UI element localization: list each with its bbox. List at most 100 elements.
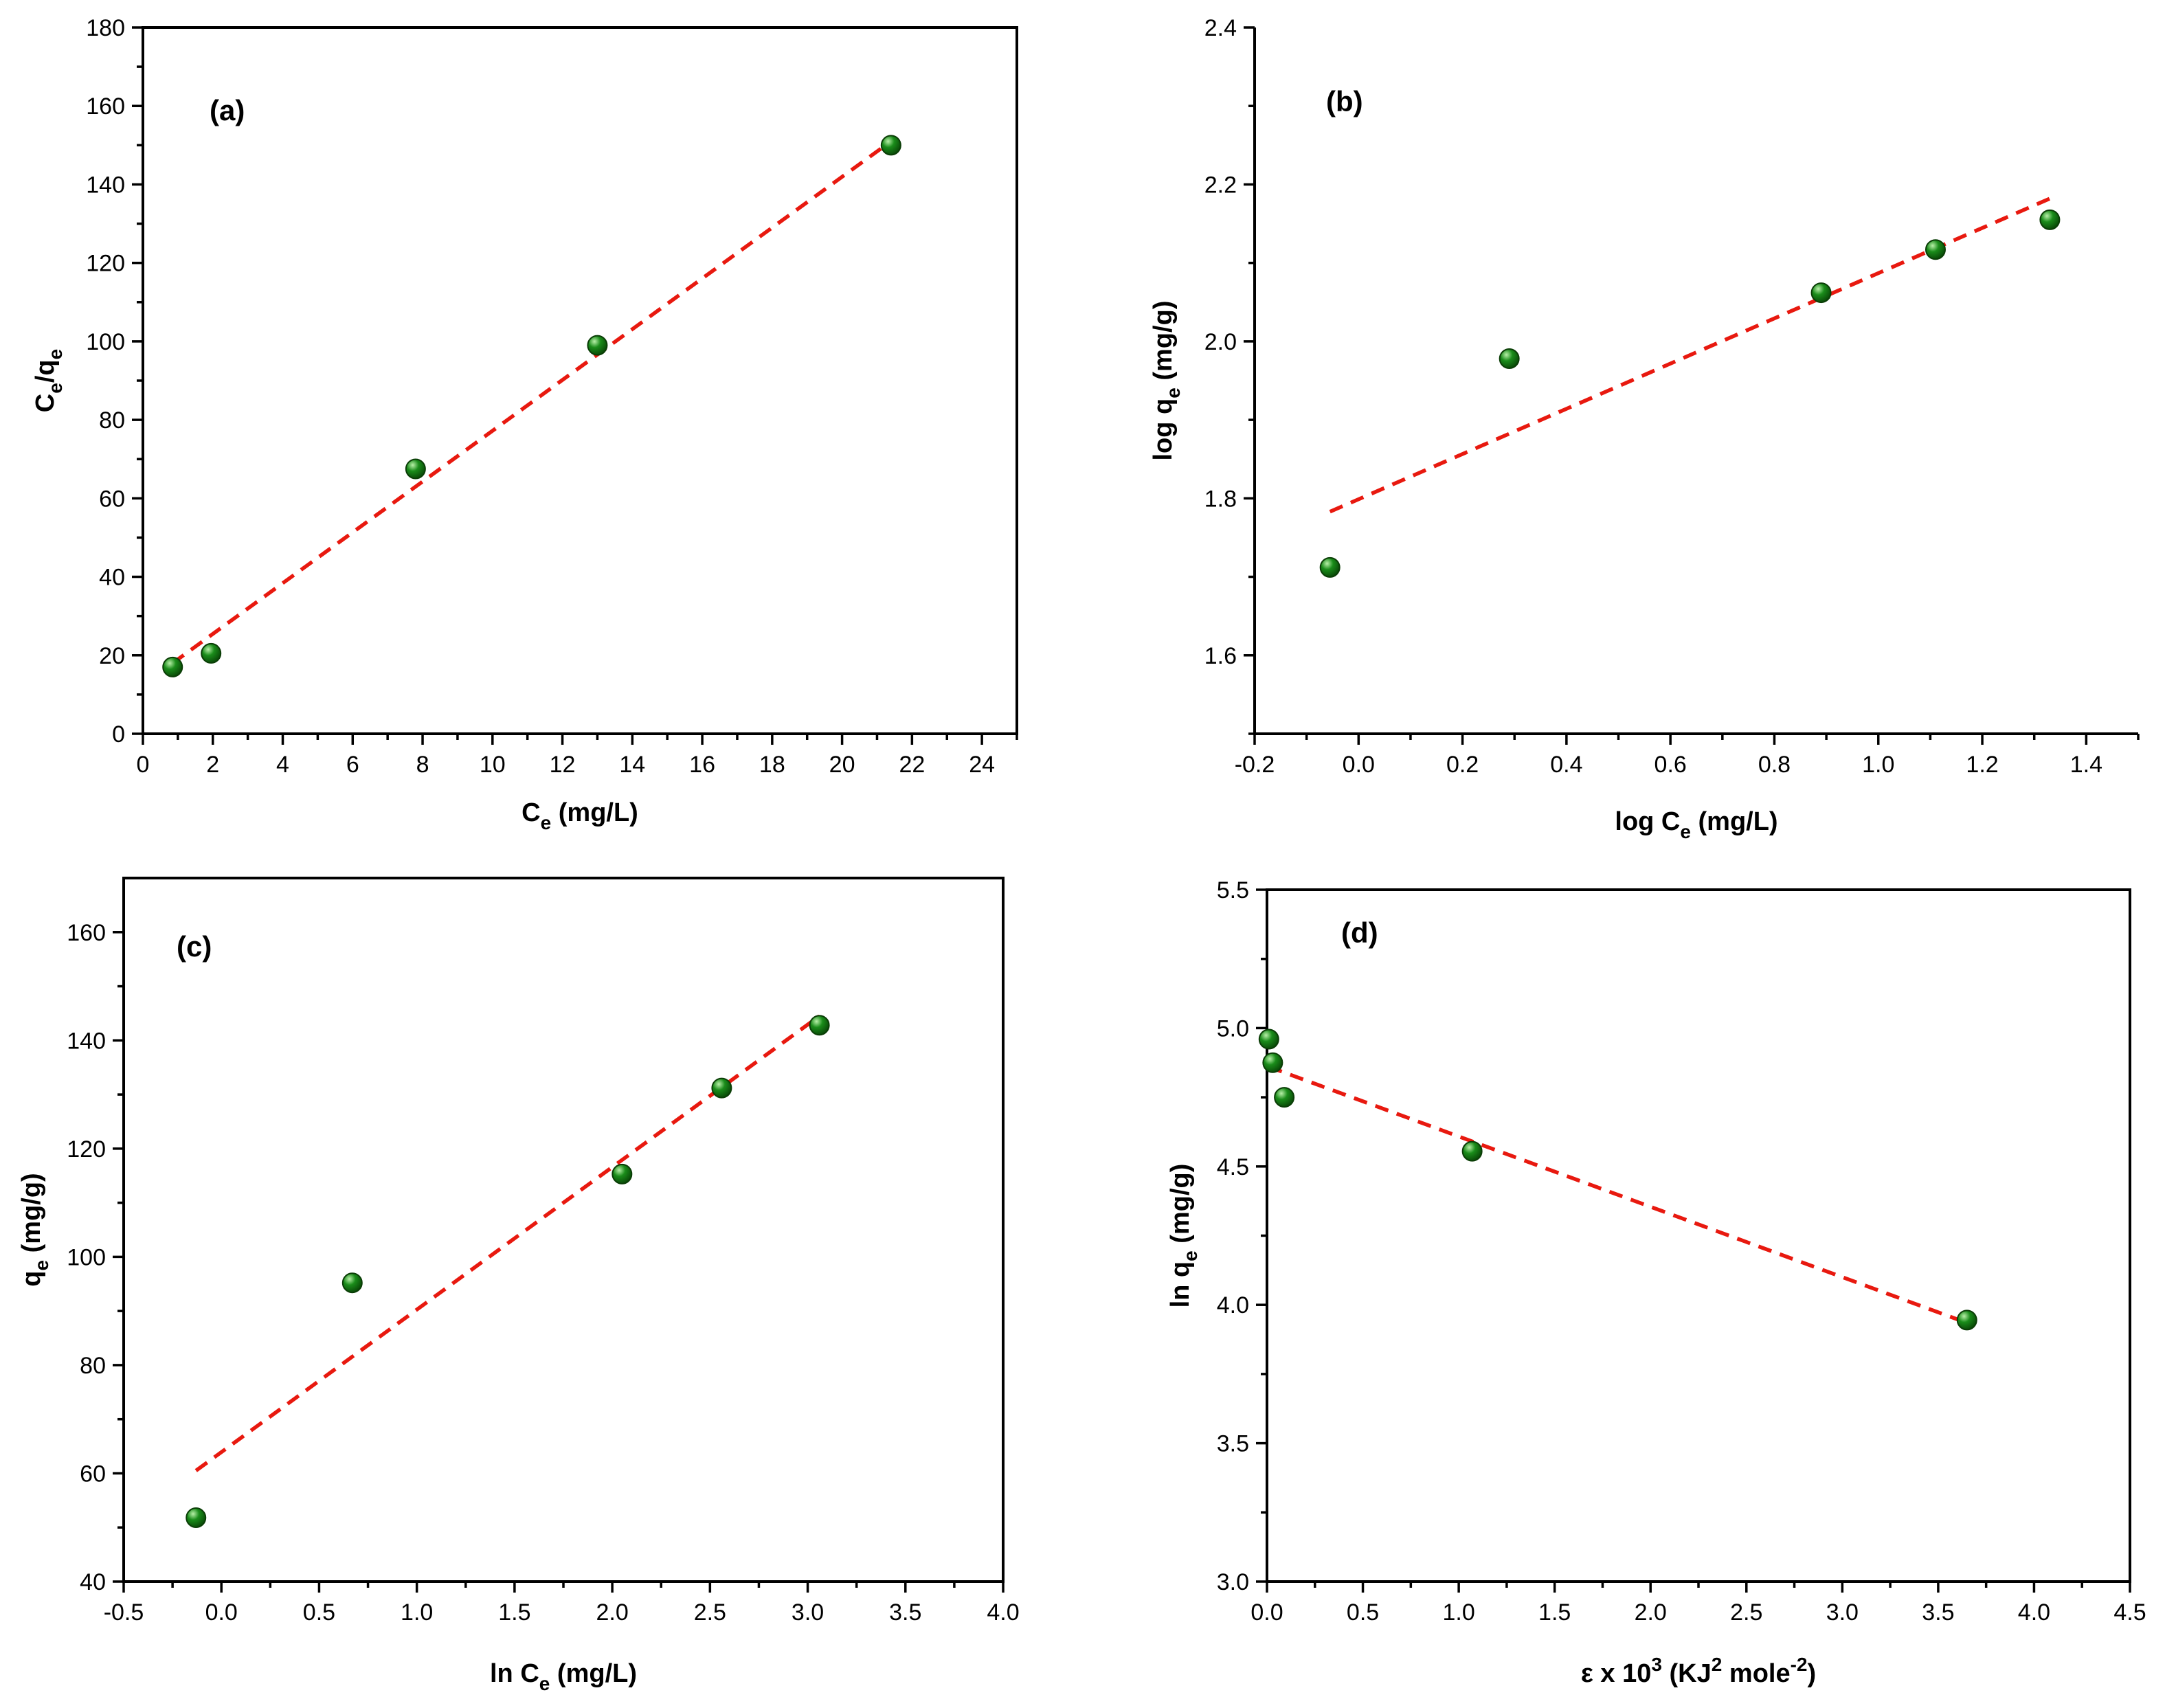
panel-d-xtick-label-0: 0.0 xyxy=(1250,1599,1283,1626)
panel-a-ytick-label-9: 180 xyxy=(86,15,125,41)
panel-c-xtick-label-4: 1.5 xyxy=(498,1599,530,1626)
panel-a-xtick-label-7: 14 xyxy=(619,752,645,778)
panel-d-xtick-label-6: 3.0 xyxy=(1826,1599,1859,1626)
panel-c-xtick-label-1: 0.0 xyxy=(205,1599,238,1626)
panel-a-xtick-label-5: 10 xyxy=(480,752,506,778)
panel-d-point-0 xyxy=(1258,1029,1279,1050)
panel-b-ylabel: log qe (mg/g) xyxy=(1149,301,1184,461)
panel-b-point-2 xyxy=(1810,282,1832,304)
panel-d-point-4 xyxy=(1956,1310,1977,1331)
panel-a-frame xyxy=(142,26,1018,735)
panel-c-ytick-label-1: 60 xyxy=(80,1461,106,1487)
panel-a-xtick-label-11: 22 xyxy=(899,752,925,778)
panel-c-ytick-labels: 40 60 80 100 120 140 160 xyxy=(67,920,106,1595)
panel-b-ytick-label-1: 1.8 xyxy=(1204,486,1237,512)
panel-a-ytick-label-3: 60 xyxy=(99,486,125,512)
panel-c-frame xyxy=(122,877,1005,1583)
panel-b-ytick-label-3: 2.2 xyxy=(1204,172,1237,198)
panel-d-ytick-label-2: 4.0 xyxy=(1217,1292,1249,1318)
panel-d-ytick-label-1: 3.5 xyxy=(1217,1431,1249,1457)
panel-d-label: (d) xyxy=(1341,917,1378,949)
panel-b-xtick-label-2: 0.2 xyxy=(1446,752,1479,778)
panel-b-point-1 xyxy=(1499,348,1520,370)
panel-d-xtick-label-4: 2.0 xyxy=(1635,1599,1667,1626)
panel-c-ytick-label-4: 120 xyxy=(67,1136,106,1162)
panel-a-xlabel: Ce (mg/L) xyxy=(521,798,638,833)
panel-d-xtick-label-9: 4.5 xyxy=(2113,1599,2146,1626)
panel-a-xtick-label-4: 8 xyxy=(416,752,429,778)
panel-d-xlabel: ε x 103 (KJ2 mole-2) xyxy=(1581,1654,1816,1688)
panel-d-xtick-labels: 0.0 0.5 1.0 1.5 2.0 2.5 3.0 3.5 4.0 4.5 xyxy=(1250,1599,2146,1626)
panel-b-point-3 xyxy=(1925,239,1946,260)
panel-d-point-2 xyxy=(1274,1087,1295,1108)
panel-c-ytick-label-2: 80 xyxy=(80,1353,106,1379)
panel-c-ticks xyxy=(113,931,1005,1593)
panel-c-xtick-label-5: 2.0 xyxy=(596,1599,628,1626)
panel-a-xtick-label-12: 24 xyxy=(969,752,995,778)
panel-a-ytick-label-4: 80 xyxy=(99,407,125,434)
panel-c-xtick-label-6: 2.5 xyxy=(694,1599,726,1626)
panel-c-xtick-label-8: 3.5 xyxy=(889,1599,921,1626)
panel-a-ytick-label-6: 120 xyxy=(86,251,125,277)
panel-d-xtick-label-8: 4.0 xyxy=(2018,1599,2050,1626)
panel-d: 0.0 0.5 1.0 1.5 2.0 2.5 3.0 3.5 4.0 4.5 3.0 3.5 4.0… xyxy=(1166,877,2146,1688)
panel-a-ytick-label-8: 160 xyxy=(86,93,125,120)
panel-b-xtick-label-1: 0.0 xyxy=(1343,752,1375,778)
panel-a-ytick-label-5: 100 xyxy=(86,329,125,355)
panel-a-ytick-label-0: 0 xyxy=(112,721,125,748)
panel-d-point-1 xyxy=(1262,1052,1283,1073)
panel-a: 0 2 4 6 8 10 12 14 16 18 20 22 24 020406080100120140… xyxy=(31,15,1018,833)
panel-b-points xyxy=(1319,209,2061,578)
panel-c-ytick-label-5: 140 xyxy=(67,1028,106,1054)
panel-c-ylabel: qe (mg/g) xyxy=(17,1173,52,1286)
panel-d-point-3 xyxy=(1461,1140,1483,1162)
panel-a-ytick-label-2: 40 xyxy=(99,565,125,591)
panel-c-points xyxy=(186,1015,830,1529)
panel-b: -0.2 0.0 0.2 0.4 0.6 0.8 1.0 1.2 1.4 1.6 1.8 2.0 2.… xyxy=(1149,15,2140,842)
panel-c-point-1 xyxy=(341,1272,363,1294)
panel-a-xtick-label-2: 4 xyxy=(276,752,289,778)
panel-a-xtick-labels: 0 2 4 6 8 10 12 14 16 18 20 22 24 xyxy=(137,752,995,778)
panel-a-xtick-label-6: 12 xyxy=(550,752,576,778)
panel-b-xtick-label-4: 0.6 xyxy=(1654,752,1687,778)
panel-d-xtick-label-2: 1.0 xyxy=(1442,1599,1474,1626)
panel-c-point-0 xyxy=(186,1507,207,1529)
panel-c-xtick-label-0: -0.5 xyxy=(104,1599,144,1626)
panel-b-xtick-label-7: 1.2 xyxy=(1966,752,1998,778)
panel-b-ytick-label-4: 2.4 xyxy=(1204,15,1237,41)
panel-d-ytick-label-3: 4.5 xyxy=(1217,1154,1249,1180)
panel-b-xtick-label-0: -0.2 xyxy=(1235,752,1275,778)
panel-c-label: (c) xyxy=(177,930,212,963)
panel-d-frame xyxy=(1266,888,2131,1583)
panel-b-xtick-label-8: 1.4 xyxy=(2070,752,2102,778)
panel-b-ytick-label-2: 2.0 xyxy=(1204,329,1237,355)
panel-b-label: (b) xyxy=(1326,85,1363,117)
panel-b-axes xyxy=(1253,27,2138,735)
panel-b-ytick-label-0: 1.6 xyxy=(1204,643,1237,669)
panel-b-fit-line xyxy=(1329,196,2051,514)
panel-a-ytick-label-1: 20 xyxy=(99,643,125,669)
panel-d-xtick-label-7: 3.5 xyxy=(1922,1599,1954,1626)
panel-c-point-3 xyxy=(711,1077,732,1099)
panel-d-ytick-label-0: 3.0 xyxy=(1217,1569,1249,1595)
panel-a-xtick-label-3: 6 xyxy=(346,752,359,778)
panel-d-ytick-label-5: 5.5 xyxy=(1217,877,1249,903)
panel-d-xtick-label-1: 0.5 xyxy=(1347,1599,1379,1626)
panel-c-ytick-label-6: 160 xyxy=(67,920,106,946)
panel-d-ytick-label-4: 5.0 xyxy=(1217,1015,1249,1042)
panel-d-xtick-label-3: 1.5 xyxy=(1538,1599,1571,1626)
panel-a-point-0 xyxy=(162,656,183,677)
panel-a-point-2 xyxy=(405,458,426,480)
panel-a-point-3 xyxy=(587,335,608,356)
panel-a-point-4 xyxy=(880,135,901,156)
panel-c-xlabel: ln Ce (mg/L) xyxy=(490,1659,637,1694)
panel-b-ytick-labels: 1.6 1.8 2.0 2.2 2.4 xyxy=(1204,15,1237,669)
panel-d-ticks xyxy=(1256,888,2131,1593)
panel-a-label: (a) xyxy=(210,94,245,126)
panel-b-xtick-label-3: 0.4 xyxy=(1550,752,1582,778)
panel-c-xtick-label-7: 3.0 xyxy=(792,1599,824,1626)
panel-a-xtick-label-1: 2 xyxy=(206,752,219,778)
panel-b-point-0 xyxy=(1319,557,1340,578)
panel-d-xtick-label-5: 2.5 xyxy=(1730,1599,1762,1626)
panel-a-fit-line xyxy=(171,139,893,665)
